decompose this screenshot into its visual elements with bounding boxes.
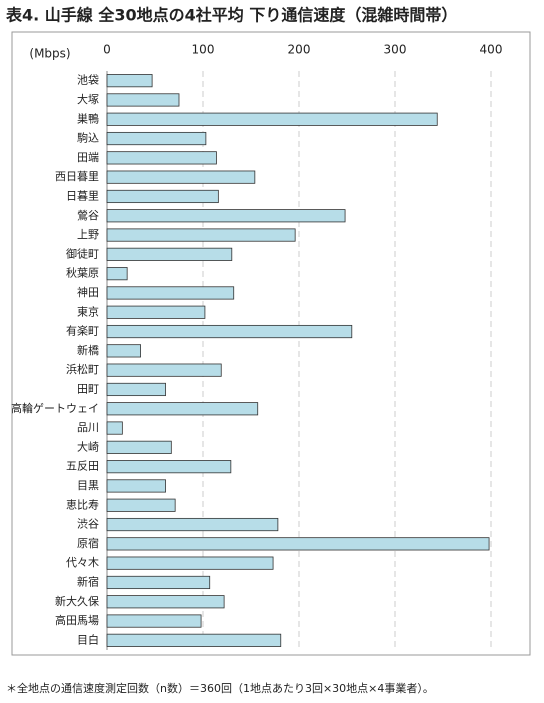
bar	[106, 209, 346, 223]
bar	[106, 498, 176, 512]
y-tick-label: 渋谷	[77, 518, 99, 531]
bar	[106, 537, 490, 551]
y-tick-label: 高田馬場	[55, 613, 99, 627]
y-tick-label: 東京	[77, 304, 99, 318]
y-tick-label: 代々木	[66, 556, 99, 569]
y-tick-label: 大崎	[77, 439, 99, 453]
bar	[106, 228, 296, 242]
y-tick-label: 原宿	[77, 536, 99, 550]
bar	[106, 247, 233, 261]
bar	[106, 267, 128, 281]
y-tick-label: 新橋	[77, 343, 99, 357]
bar	[106, 402, 259, 416]
bar	[106, 324, 353, 339]
bar	[106, 633, 282, 647]
y-tick-label: 五反田	[66, 460, 99, 473]
bar	[106, 305, 206, 319]
x-tick-label: 300	[384, 43, 407, 57]
x-tick-label: 200	[288, 43, 311, 57]
y-tick-label: 神田	[77, 285, 99, 299]
y-tick-label: 有楽町	[66, 324, 99, 338]
chart-title: 表4. 山手線 全30地点の4社平均 下り通信速度（混雑時間帯）	[5, 6, 457, 25]
x-tick-label: 100	[192, 43, 215, 57]
y-tick-label: 恵比寿	[66, 497, 99, 511]
chart-frame	[11, 31, 531, 656]
bar	[106, 189, 219, 204]
bar	[106, 440, 172, 454]
bar	[106, 421, 123, 435]
y-tick-label: 新宿	[77, 574, 99, 588]
y-tick-label: 巣鴨	[77, 111, 99, 125]
bar	[106, 517, 279, 532]
bar	[106, 382, 166, 397]
bar	[106, 614, 202, 628]
bar	[106, 479, 166, 493]
bar	[106, 595, 225, 609]
y-tick-label: 上野	[77, 228, 99, 241]
y-tick-label: 品川	[77, 421, 99, 434]
y-tick-label: 秋葉原	[66, 266, 99, 280]
y-tick-label: 日暮里	[66, 188, 99, 202]
unit-label: (Mbps)	[29, 47, 70, 61]
y-tick-label: 鶯谷	[77, 208, 99, 222]
y-tick-label: 池袋	[77, 73, 99, 87]
bar	[106, 112, 438, 126]
bar	[106, 575, 211, 590]
y-tick-label: 高輪ゲートウェイ	[11, 401, 99, 415]
y-tick-label: 新大久保	[55, 594, 99, 608]
y-tick-label: 目白	[77, 632, 99, 646]
bar	[106, 170, 256, 184]
bar	[106, 286, 235, 300]
y-tick-label: 御徒町	[66, 246, 99, 260]
x-tick-label: 0	[103, 43, 111, 57]
footnote: ＊全地点の通信速度測定回数（n数）＝360回（1地点あたり3回×30地点×4事業…	[6, 681, 434, 695]
y-tick-label: 大塚	[77, 92, 99, 106]
y-tick-label: 目黒	[77, 479, 99, 492]
y-tick-label: 浜松町	[66, 362, 99, 376]
bar	[106, 151, 217, 165]
bar	[106, 363, 222, 377]
y-tick-label: 西日暮里	[55, 169, 99, 183]
x-tick-label: 400	[480, 43, 503, 57]
y-tick-label: 田町	[77, 382, 99, 395]
bar	[106, 131, 207, 146]
bar	[106, 93, 180, 107]
y-tick-label: 駒込	[77, 132, 99, 145]
bar	[106, 74, 153, 88]
bar	[106, 460, 232, 474]
bar	[106, 344, 141, 358]
bar	[106, 556, 274, 570]
y-tick-label: 田端	[77, 151, 99, 164]
